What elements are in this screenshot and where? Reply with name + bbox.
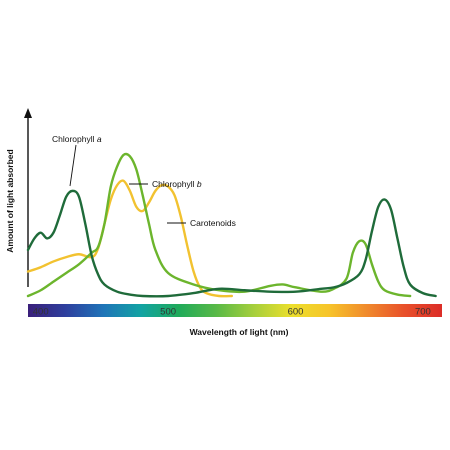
x-tick-label-600: 600	[288, 307, 304, 318]
x-tick-label-700: 700	[415, 307, 431, 318]
chlorophyll-a-label: Chlorophyll a	[52, 134, 102, 144]
series-line-chl-b	[26, 152, 412, 298]
x-tick-labels: 400 500 600 700	[33, 307, 431, 318]
x-tick-label-500: 500	[160, 307, 176, 318]
x-axis-spectrum-bar	[28, 304, 442, 317]
series-line-carot	[26, 179, 234, 298]
series-line-chl-a	[26, 189, 437, 298]
x-tick-label-400: 400	[33, 307, 49, 318]
carotenoids-label: Carotenoids	[190, 218, 236, 228]
series-curves	[26, 152, 437, 298]
chlorophyll-a-leader	[69, 144, 77, 187]
chlorophyll-b-label: Chlorophyll b	[152, 179, 202, 189]
y-axis-arrow-icon	[24, 108, 32, 118]
x-axis-title: Wavelength of light (nm)	[190, 327, 289, 337]
y-axis-title: Amount of light absorbed	[5, 149, 15, 252]
